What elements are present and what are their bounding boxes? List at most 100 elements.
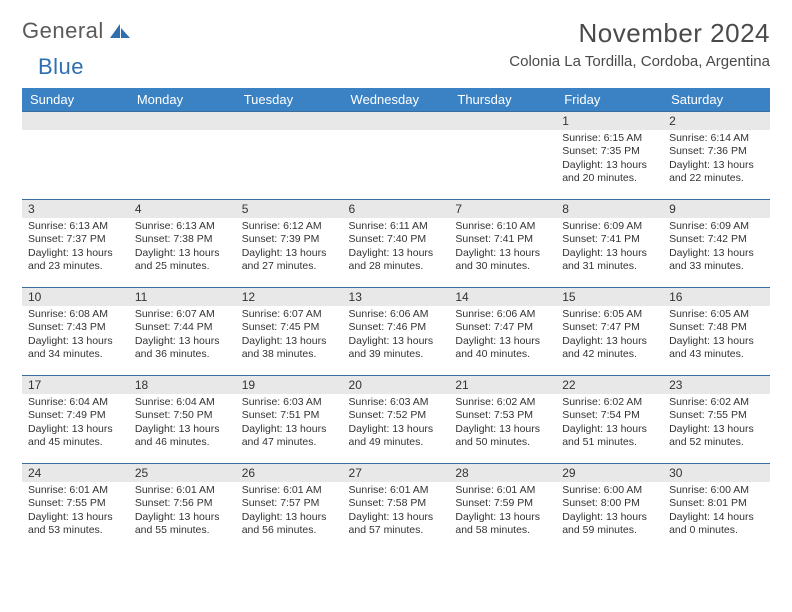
day-number: 1: [556, 112, 663, 130]
calendar-cell: 12Sunrise: 6:07 AMSunset: 7:45 PMDayligh…: [236, 288, 343, 376]
day-number: 7: [449, 200, 556, 218]
calendar-cell: 10Sunrise: 6:08 AMSunset: 7:43 PMDayligh…: [22, 288, 129, 376]
day-number: 11: [129, 288, 236, 306]
sunrise-text: Sunrise: 6:01 AM: [455, 484, 550, 497]
day-body: Sunrise: 6:01 AMSunset: 7:59 PMDaylight:…: [449, 482, 556, 542]
daylight-text: Daylight: 13 hours and 45 minutes.: [28, 423, 123, 450]
daylight-text: Daylight: 13 hours and 56 minutes.: [242, 511, 337, 538]
sunrise-text: Sunrise: 6:13 AM: [135, 220, 230, 233]
day-number: 23: [663, 376, 770, 394]
day-body: Sunrise: 6:00 AMSunset: 8:01 PMDaylight:…: [663, 482, 770, 542]
sunset-text: Sunset: 7:37 PM: [28, 233, 123, 246]
calendar-cell: 18Sunrise: 6:04 AMSunset: 7:50 PMDayligh…: [129, 376, 236, 464]
logo-sail-icon: [108, 22, 132, 40]
sunset-text: Sunset: 7:43 PM: [28, 321, 123, 334]
day-number: 15: [556, 288, 663, 306]
day-body: Sunrise: 6:13 AMSunset: 7:37 PMDaylight:…: [22, 218, 129, 278]
calendar-cell: 1Sunrise: 6:15 AMSunset: 7:35 PMDaylight…: [556, 112, 663, 200]
day-number: 21: [449, 376, 556, 394]
calendar-week: 24Sunrise: 6:01 AMSunset: 7:55 PMDayligh…: [22, 464, 770, 552]
daylight-text: Daylight: 13 hours and 40 minutes.: [455, 335, 550, 362]
sunrise-text: Sunrise: 6:09 AM: [669, 220, 764, 233]
calendar-cell: 15Sunrise: 6:05 AMSunset: 7:47 PMDayligh…: [556, 288, 663, 376]
daylight-text: Daylight: 13 hours and 57 minutes.: [349, 511, 444, 538]
calendar-body: 1Sunrise: 6:15 AMSunset: 7:35 PMDaylight…: [22, 112, 770, 552]
daylight-text: Daylight: 13 hours and 25 minutes.: [135, 247, 230, 274]
daylight-text: Daylight: 13 hours and 28 minutes.: [349, 247, 444, 274]
day-body: Sunrise: 6:04 AMSunset: 7:49 PMDaylight:…: [22, 394, 129, 454]
calendar-cell: 7Sunrise: 6:10 AMSunset: 7:41 PMDaylight…: [449, 200, 556, 288]
calendar-cell: 19Sunrise: 6:03 AMSunset: 7:51 PMDayligh…: [236, 376, 343, 464]
day-number: 5: [236, 200, 343, 218]
daylight-text: Daylight: 13 hours and 51 minutes.: [562, 423, 657, 450]
day-body: Sunrise: 6:14 AMSunset: 7:36 PMDaylight:…: [663, 130, 770, 190]
sunrise-text: Sunrise: 6:02 AM: [562, 396, 657, 409]
sunset-text: Sunset: 7:55 PM: [669, 409, 764, 422]
sunset-text: Sunset: 7:39 PM: [242, 233, 337, 246]
day-number: 22: [556, 376, 663, 394]
day-number: 26: [236, 464, 343, 482]
sunrise-text: Sunrise: 6:05 AM: [669, 308, 764, 321]
day-body: Sunrise: 6:15 AMSunset: 7:35 PMDaylight:…: [556, 130, 663, 190]
sunrise-text: Sunrise: 6:01 AM: [28, 484, 123, 497]
sunset-text: Sunset: 7:51 PM: [242, 409, 337, 422]
day-body: Sunrise: 6:06 AMSunset: 7:47 PMDaylight:…: [449, 306, 556, 366]
day-number: 28: [449, 464, 556, 482]
sunset-text: Sunset: 7:49 PM: [28, 409, 123, 422]
sunset-text: Sunset: 7:41 PM: [562, 233, 657, 246]
sunset-text: Sunset: 7:38 PM: [135, 233, 230, 246]
day-number: 3: [22, 200, 129, 218]
sunset-text: Sunset: 7:41 PM: [455, 233, 550, 246]
day-number: 8: [556, 200, 663, 218]
sunset-text: Sunset: 7:54 PM: [562, 409, 657, 422]
daylight-text: Daylight: 13 hours and 39 minutes.: [349, 335, 444, 362]
daylight-text: Daylight: 13 hours and 49 minutes.: [349, 423, 444, 450]
calendar-cell: 28Sunrise: 6:01 AMSunset: 7:59 PMDayligh…: [449, 464, 556, 552]
calendar-cell: 21Sunrise: 6:02 AMSunset: 7:53 PMDayligh…: [449, 376, 556, 464]
brand-part2: Blue: [38, 54, 84, 80]
day-body: Sunrise: 6:04 AMSunset: 7:50 PMDaylight:…: [129, 394, 236, 454]
day-header: Thursday: [449, 88, 556, 112]
sunrise-text: Sunrise: 6:06 AM: [349, 308, 444, 321]
day-body: Sunrise: 6:09 AMSunset: 7:41 PMDaylight:…: [556, 218, 663, 278]
daylight-text: Daylight: 13 hours and 43 minutes.: [669, 335, 764, 362]
day-body: Sunrise: 6:01 AMSunset: 7:55 PMDaylight:…: [22, 482, 129, 542]
sunset-text: Sunset: 7:35 PM: [562, 145, 657, 158]
day-number: 30: [663, 464, 770, 482]
daylight-text: Daylight: 13 hours and 38 minutes.: [242, 335, 337, 362]
calendar-cell: 4Sunrise: 6:13 AMSunset: 7:38 PMDaylight…: [129, 200, 236, 288]
calendar-cell: 25Sunrise: 6:01 AMSunset: 7:56 PMDayligh…: [129, 464, 236, 552]
sunrise-text: Sunrise: 6:00 AM: [669, 484, 764, 497]
day-header: Saturday: [663, 88, 770, 112]
daylight-text: Daylight: 13 hours and 31 minutes.: [562, 247, 657, 274]
sunset-text: Sunset: 7:56 PM: [135, 497, 230, 510]
day-number: 14: [449, 288, 556, 306]
sunset-text: Sunset: 7:47 PM: [455, 321, 550, 334]
day-body: Sunrise: 6:12 AMSunset: 7:39 PMDaylight:…: [236, 218, 343, 278]
brand-part1: General: [22, 18, 104, 44]
daylight-text: Daylight: 13 hours and 59 minutes.: [562, 511, 657, 538]
day-header: Wednesday: [343, 88, 450, 112]
daylight-text: Daylight: 13 hours and 23 minutes.: [28, 247, 123, 274]
calendar-cell: 17Sunrise: 6:04 AMSunset: 7:49 PMDayligh…: [22, 376, 129, 464]
day-body: Sunrise: 6:01 AMSunset: 7:56 PMDaylight:…: [129, 482, 236, 542]
sunrise-text: Sunrise: 6:05 AM: [562, 308, 657, 321]
day-body: Sunrise: 6:07 AMSunset: 7:44 PMDaylight:…: [129, 306, 236, 366]
calendar-cell: 14Sunrise: 6:06 AMSunset: 7:47 PMDayligh…: [449, 288, 556, 376]
sunset-text: Sunset: 7:57 PM: [242, 497, 337, 510]
calendar-cell: [236, 112, 343, 200]
month-title: November 2024: [509, 18, 770, 49]
sunrise-text: Sunrise: 6:03 AM: [349, 396, 444, 409]
day-number: 27: [343, 464, 450, 482]
calendar-cell: 30Sunrise: 6:00 AMSunset: 8:01 PMDayligh…: [663, 464, 770, 552]
day-body: Sunrise: 6:00 AMSunset: 8:00 PMDaylight:…: [556, 482, 663, 542]
day-header: Friday: [556, 88, 663, 112]
day-body: Sunrise: 6:07 AMSunset: 7:45 PMDaylight:…: [236, 306, 343, 366]
day-body: Sunrise: 6:01 AMSunset: 7:58 PMDaylight:…: [343, 482, 450, 542]
calendar-cell: 6Sunrise: 6:11 AMSunset: 7:40 PMDaylight…: [343, 200, 450, 288]
sunset-text: Sunset: 7:58 PM: [349, 497, 444, 510]
calendar-cell: 9Sunrise: 6:09 AMSunset: 7:42 PMDaylight…: [663, 200, 770, 288]
day-body: Sunrise: 6:11 AMSunset: 7:40 PMDaylight:…: [343, 218, 450, 278]
day-body: Sunrise: 6:05 AMSunset: 7:47 PMDaylight:…: [556, 306, 663, 366]
day-number: [236, 112, 343, 130]
